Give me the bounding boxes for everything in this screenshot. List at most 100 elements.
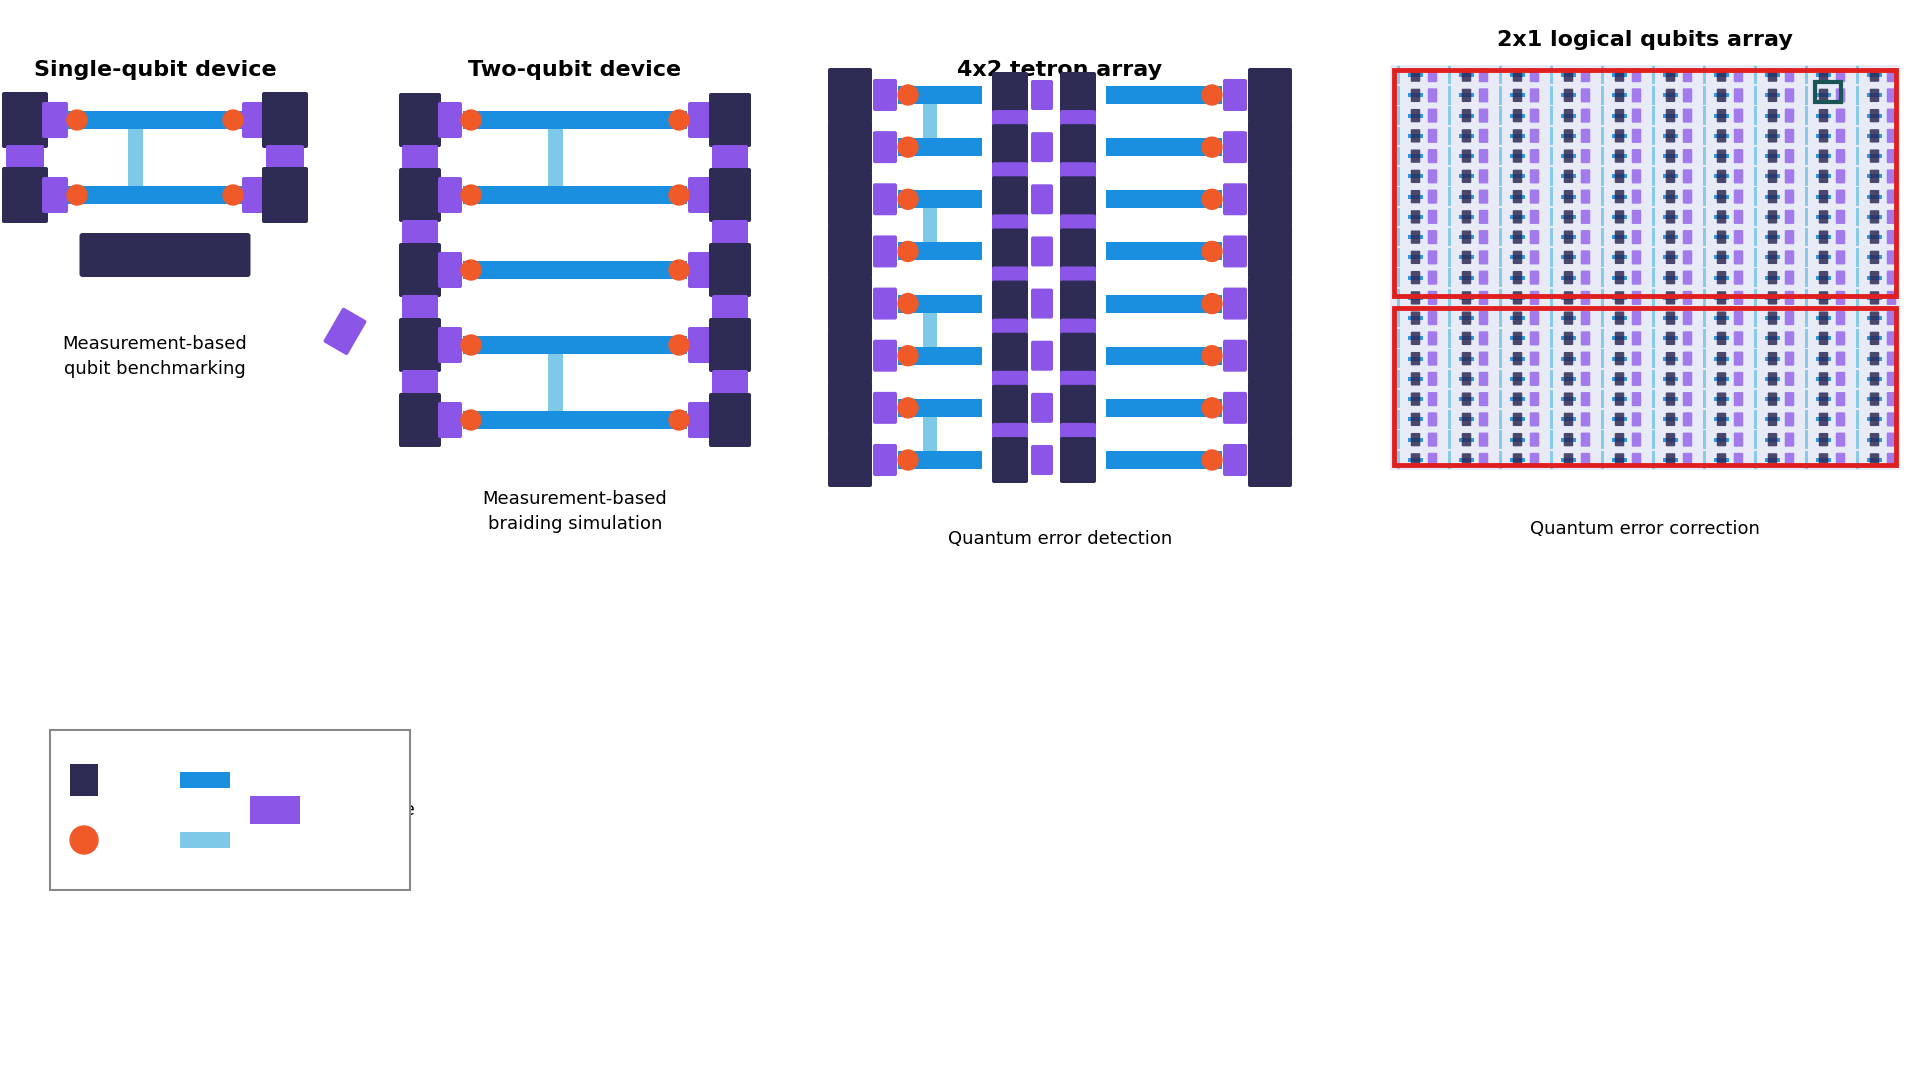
FancyBboxPatch shape [1563,89,1572,102]
FancyBboxPatch shape [1667,149,1676,163]
Bar [1561,377,1576,381]
FancyBboxPatch shape [1513,292,1523,305]
Bar [1561,134,1576,138]
FancyBboxPatch shape [1615,170,1624,183]
FancyBboxPatch shape [1632,453,1642,467]
Bar [1459,397,1475,401]
Bar [1601,167,1605,186]
FancyBboxPatch shape [1870,392,1880,406]
Bar [1509,377,1524,381]
Bar [1866,356,1882,361]
Bar [1764,356,1780,361]
Bar [1390,65,1901,470]
FancyBboxPatch shape [828,173,872,227]
FancyBboxPatch shape [1428,251,1438,265]
Bar [1106,138,1221,157]
FancyBboxPatch shape [1060,423,1096,445]
Bar [1601,126,1605,145]
FancyBboxPatch shape [1513,373,1523,386]
Bar [1509,397,1524,401]
Bar [1396,228,1400,246]
FancyBboxPatch shape [1478,89,1488,103]
Bar [1753,187,1757,206]
FancyBboxPatch shape [1428,433,1438,447]
Bar [1651,126,1655,145]
FancyBboxPatch shape [399,93,442,147]
FancyBboxPatch shape [1580,149,1590,163]
Bar [1651,207,1655,226]
Circle shape [899,242,918,261]
FancyBboxPatch shape [1580,251,1590,265]
FancyBboxPatch shape [1682,453,1692,467]
FancyBboxPatch shape [1716,109,1726,122]
FancyBboxPatch shape [1060,110,1096,132]
FancyBboxPatch shape [687,177,712,213]
Bar [1805,248,1809,267]
Bar [463,336,687,354]
FancyBboxPatch shape [1734,89,1743,103]
FancyBboxPatch shape [1836,392,1845,406]
Bar [1106,190,1221,208]
Circle shape [1202,397,1221,418]
FancyBboxPatch shape [1031,340,1052,370]
FancyBboxPatch shape [1530,271,1540,285]
Bar [1611,93,1628,97]
FancyBboxPatch shape [438,102,463,138]
FancyBboxPatch shape [1580,311,1590,325]
FancyBboxPatch shape [1836,109,1845,123]
FancyBboxPatch shape [1768,373,1778,386]
Bar [1866,174,1882,178]
FancyBboxPatch shape [1768,352,1778,365]
Bar [1805,268,1809,287]
FancyBboxPatch shape [1734,210,1743,224]
FancyBboxPatch shape [399,168,442,222]
Bar [1703,309,1707,327]
FancyBboxPatch shape [1682,311,1692,325]
FancyBboxPatch shape [1248,120,1292,174]
Bar [1611,174,1628,178]
Bar [1866,255,1882,259]
FancyBboxPatch shape [1411,454,1421,467]
FancyBboxPatch shape [1836,68,1845,82]
FancyBboxPatch shape [1461,373,1471,386]
Text: QD: QD [109,771,138,789]
FancyBboxPatch shape [712,220,749,244]
FancyBboxPatch shape [1836,251,1845,265]
Text: MZM: MZM [109,831,154,849]
Bar [1703,147,1707,165]
FancyBboxPatch shape [1411,149,1421,163]
Bar [1549,450,1553,469]
Bar [1764,113,1780,118]
FancyBboxPatch shape [1818,130,1828,143]
FancyBboxPatch shape [1632,251,1642,265]
Bar [1816,397,1832,401]
Bar [1866,417,1882,421]
Bar [1549,66,1553,84]
FancyBboxPatch shape [1461,68,1471,82]
FancyBboxPatch shape [399,393,442,447]
FancyBboxPatch shape [1870,413,1880,426]
FancyBboxPatch shape [1428,413,1438,427]
FancyBboxPatch shape [1580,392,1590,406]
FancyBboxPatch shape [1060,229,1096,274]
Bar [1611,417,1628,421]
FancyBboxPatch shape [1223,184,1246,215]
FancyBboxPatch shape [1716,230,1726,244]
Bar [924,417,937,451]
FancyBboxPatch shape [1530,89,1540,103]
Bar [1866,377,1882,381]
FancyBboxPatch shape [1887,129,1897,143]
Bar [1805,207,1809,226]
Bar [1601,349,1605,368]
FancyBboxPatch shape [1411,68,1421,82]
Bar [1448,228,1452,246]
Bar [1396,66,1400,84]
FancyBboxPatch shape [1632,170,1642,184]
FancyBboxPatch shape [1428,230,1438,244]
Bar [1500,410,1501,429]
FancyBboxPatch shape [1478,230,1488,244]
Bar [1407,437,1423,442]
Bar [1764,73,1780,77]
FancyBboxPatch shape [1615,392,1624,406]
Bar [1500,450,1501,469]
